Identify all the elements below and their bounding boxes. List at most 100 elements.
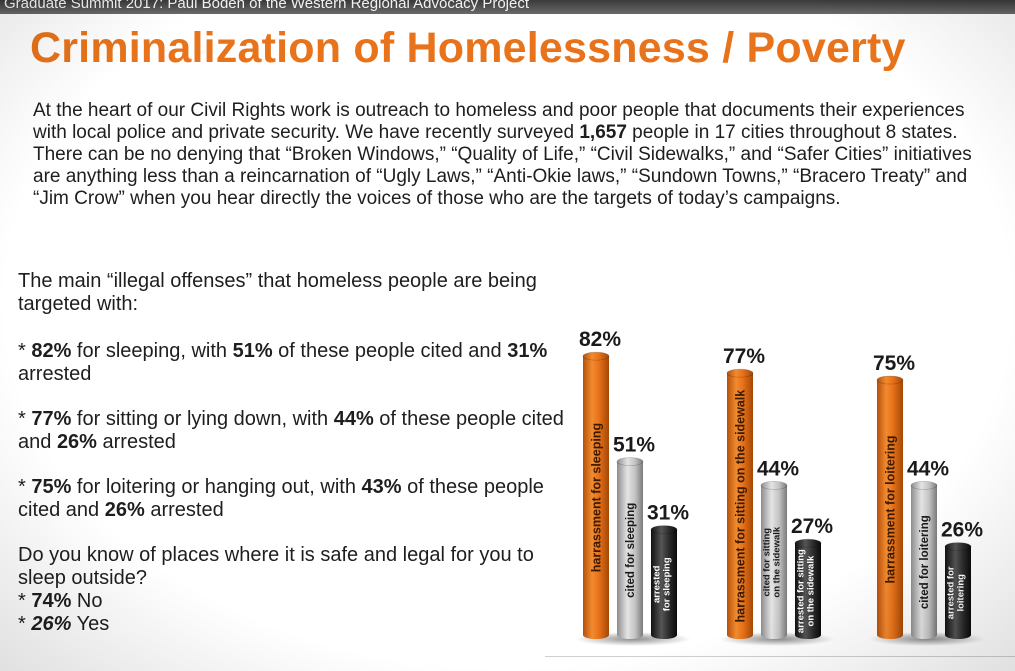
answer-percent: 26% [31, 613, 72, 635]
chart-bar-cap [876, 375, 904, 385]
stat-text: of these people cited and [18, 408, 564, 453]
video-title-bar: Graduate Summit 2017: Paul Boden of the … [0, 0, 1015, 14]
answer-bullet: * [18, 613, 32, 635]
bar-category-label: cited for loitering [919, 515, 931, 609]
bar-value-label: 77% [723, 345, 765, 368]
bar-category-label: arrestedfor sleeping [652, 557, 673, 611]
slide-title: Criminalization of Homelessness / Povert… [30, 24, 906, 72]
bar-value-label: 75% [873, 352, 915, 375]
chart-bar [727, 373, 753, 635]
bar-category-label: arrested forloitering [946, 566, 967, 619]
intro-text-start: At the heart of our Civil Rights work is… [33, 100, 965, 143]
stat-percent: 44% [333, 408, 374, 430]
stat-text: for sitting or lying down, with [71, 408, 334, 430]
intro-survey-count: 1,657 [579, 122, 627, 143]
stat-percent: 31% [507, 340, 548, 362]
stat-text: of these people cited and [18, 476, 544, 521]
chart-bar-base [795, 631, 821, 639]
slide-bottom-rule [545, 656, 1015, 657]
bar-category-label-line: harrassment for sitting on the sidewalk [733, 390, 747, 623]
bar-category-label: harrassment for sitting on the sidewalk [733, 390, 747, 623]
stat-percent: 51% [232, 340, 273, 362]
stat-text: arrested [96, 431, 176, 453]
bar-value-label: 31% [647, 502, 689, 525]
stat-loitering: * 75% for loitering or hanging out, with… [18, 476, 568, 522]
stat-text: for sleeping, with [71, 340, 233, 362]
bar-value-label: 44% [757, 457, 799, 480]
stat-text: of these people cited and [272, 340, 508, 362]
answer-label: No [71, 590, 103, 612]
chart-bar-base [761, 631, 787, 639]
stat-sitting: * 77% for sitting or lying down, with 44… [18, 408, 568, 454]
chart-bar-cap [910, 480, 938, 490]
bar-category-label-line: on the sidewalk [806, 555, 817, 626]
answer-label: Yes [71, 613, 110, 635]
bar-value-label: 44% [907, 457, 949, 480]
answer-no: * 74% No [18, 590, 568, 613]
bar-value-label: 27% [791, 515, 833, 538]
intro-text-end: people in 17 cities throughout 8 states.… [33, 122, 972, 209]
chart-bar [795, 543, 821, 635]
stat-percent: 75% [31, 476, 72, 498]
chart-bar-cap [794, 538, 822, 548]
bar-category-label-line: cited for sitting [762, 528, 773, 597]
bar-value-label: 51% [613, 434, 655, 457]
stat-sleeping: * 82% for sleeping, with 51% of these pe… [18, 340, 568, 386]
stat-percent: 82% [31, 340, 72, 362]
chart-bar-cap [726, 368, 754, 378]
stat-text: arrested [144, 499, 224, 521]
intro-paragraph: At the heart of our Civil Rights work is… [33, 100, 993, 210]
bar-category-label-line: for sleeping [662, 557, 673, 611]
chart-bar [761, 485, 787, 635]
stat-bullet: * [18, 408, 32, 430]
bar-category-label: cited for sittingon the sidewalk [762, 526, 783, 597]
chart-bar-base [911, 631, 937, 639]
bar-category-label-line: cited for loitering [919, 515, 931, 609]
bar-category-label-line: harrassment for loitering [883, 436, 897, 584]
offenses-lead: The main “illegal offenses” that homeles… [18, 270, 537, 315]
bar-category-label-line: cited for sleeping [625, 503, 637, 598]
stat-text: for loitering or hanging out, with [71, 476, 362, 498]
stat-bullet: * [18, 476, 32, 498]
bar-category-label-line: harrassment for sleeping [589, 423, 603, 572]
chart-bar-cap [944, 542, 972, 552]
chart-bar [651, 529, 677, 635]
safe-sleep-question: Do you know of places where it is safe a… [18, 544, 534, 589]
bar-category-label-line: arrested [652, 565, 663, 603]
bar-category-label: harrassment for sleeping [589, 423, 603, 572]
stat-text: arrested [18, 363, 92, 385]
offenses-bar-chart: 82% harrassment for sleeping 51% cited for … [575, 330, 985, 646]
chart-bar-base [727, 631, 753, 639]
bar-category-label-line: on the sidewalk [772, 526, 783, 597]
chart-bar-cap [650, 525, 678, 535]
stat-percent: 43% [361, 476, 402, 498]
chart-bar-base [583, 631, 609, 639]
stat-percent: 26% [104, 499, 145, 521]
bar-category-label-line: loitering [956, 574, 967, 612]
chart-bar [877, 380, 903, 635]
video-title-text: Graduate Summit 2017: Paul Boden of the … [4, 0, 530, 12]
chart-bar-base [877, 631, 903, 639]
stat-percent: 77% [31, 408, 72, 430]
chart-bar-cap [582, 351, 610, 361]
answer-percent: 74% [31, 590, 72, 612]
chart-bar-base [617, 631, 643, 639]
chart-bar [583, 356, 609, 635]
chart-bar-base [651, 631, 677, 639]
stat-percent: 26% [56, 431, 97, 453]
bar-value-label: 82% [579, 330, 621, 351]
chart-bar-cap [616, 457, 644, 467]
chart-bar [945, 546, 971, 635]
bar-category-label-line: arrested for sitting [796, 549, 807, 633]
stat-bullet: * [18, 340, 32, 362]
bar-category-label: cited for sleeping [625, 503, 637, 598]
chart-bar-base [945, 631, 971, 639]
bar-value-label: 26% [941, 519, 983, 542]
offenses-section: The main “illegal offenses” that homeles… [18, 270, 568, 636]
answer-yes: * 26% Yes [18, 613, 568, 636]
chart-bar [911, 485, 937, 635]
chart-bar [617, 461, 643, 635]
bar-category-label: arrested for sittingon the sidewalk [796, 549, 817, 633]
bar-category-label-line: arrested for [946, 566, 957, 619]
chart-bar-cap [760, 480, 788, 490]
